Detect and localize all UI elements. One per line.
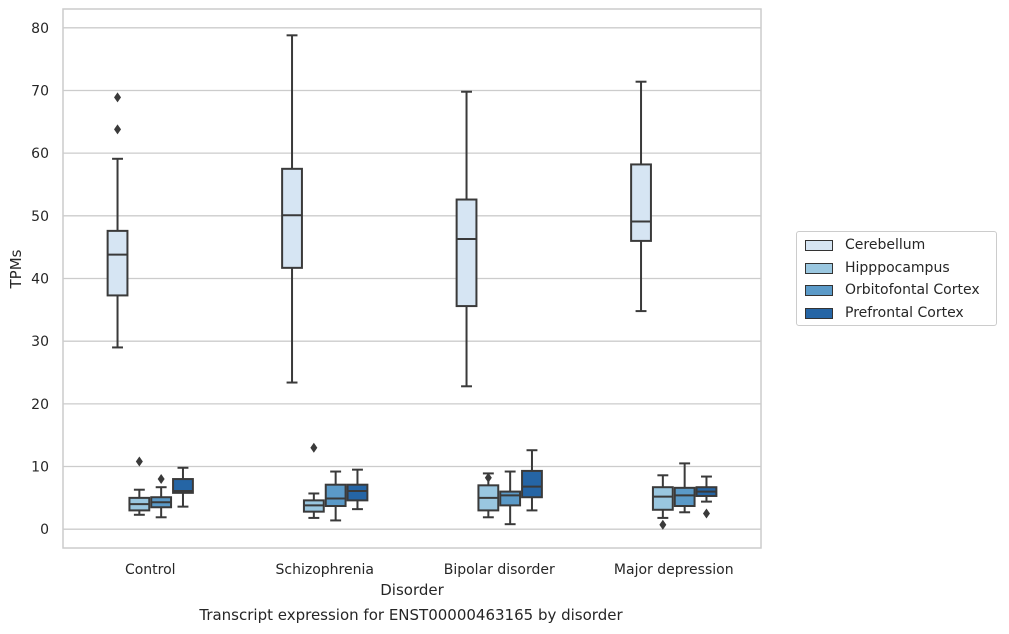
box-2-2 xyxy=(499,470,522,526)
box-0-1 xyxy=(281,34,303,384)
outlier-point xyxy=(157,474,165,485)
box-2-0 xyxy=(150,474,173,519)
y-tick-label: 10 xyxy=(31,460,49,476)
x-tick-label: Control xyxy=(125,562,176,578)
x-tick-label: Bipolar disorder xyxy=(444,562,555,578)
box-0-2 xyxy=(455,90,478,388)
legend-item-hipppocampus: Hipppocampus xyxy=(805,260,950,276)
box-1-2 xyxy=(477,472,500,519)
box-iqr xyxy=(281,167,303,269)
box-2-1 xyxy=(324,470,347,522)
x-tick-labels: Control Schizophrenia Bipolar disorder Majo… xyxy=(125,562,734,578)
grid-lines xyxy=(63,27,761,530)
box-2-3 xyxy=(673,462,696,514)
box-iqr xyxy=(651,486,674,511)
legend-swatch-orbitofontal-cortex xyxy=(805,284,833,296)
box-iqr xyxy=(455,198,478,308)
outlier-point xyxy=(114,124,122,135)
x-axis-label: Disorder xyxy=(380,581,444,599)
legend-item-prefrontal-cortex: Prefrontal Cortex xyxy=(805,305,964,321)
outlier-point xyxy=(310,442,318,453)
plot-frame xyxy=(62,8,762,549)
box-plots xyxy=(106,34,718,530)
box-iqr xyxy=(346,483,369,502)
x-tick-label: Major depression xyxy=(614,562,734,578)
outlier-point xyxy=(702,508,710,519)
legend-label-orbitofontal-cortex: Orbitofontal Cortex xyxy=(845,282,980,298)
y-tick-label: 0 xyxy=(40,522,49,538)
box-0-0 xyxy=(106,92,129,349)
legend-label-prefrontal-cortex: Prefrontal Cortex xyxy=(845,305,964,321)
box-3-3 xyxy=(695,475,718,519)
legend-swatch-prefrontal-cortex xyxy=(805,307,833,319)
box-iqr xyxy=(630,163,652,242)
x-tick-label: Schizophrenia xyxy=(276,562,374,578)
box-iqr xyxy=(172,478,194,494)
chart-caption: Transcript expression for ENST0000046316… xyxy=(199,606,623,624)
y-tick-label: 40 xyxy=(31,272,49,288)
y-axis-label: TPMs xyxy=(7,249,25,289)
legend-swatch-cerebellum xyxy=(805,239,833,251)
box-1-3 xyxy=(651,474,674,530)
box-iqr xyxy=(673,486,696,508)
box-iqr xyxy=(521,469,543,499)
outlier-point xyxy=(484,472,492,483)
box-3-1 xyxy=(346,468,369,511)
box-iqr xyxy=(106,229,129,297)
y-tick-label: 80 xyxy=(31,21,49,37)
legend-item-cerebellum: Cerebellum xyxy=(805,237,925,253)
legend-item-orbitofontal-cortex: Orbitofontal Cortex xyxy=(805,282,980,298)
y-tick-label: 30 xyxy=(31,334,49,350)
y-tick-label: 60 xyxy=(31,146,49,162)
y-tick-labels: 0 10 20 30 40 50 60 70 80 xyxy=(31,21,49,538)
box-iqr xyxy=(499,490,522,507)
legend-swatch-hipppocampus xyxy=(805,262,833,274)
legend-label-hipppocampus: Hipppocampus xyxy=(845,260,950,276)
y-tick-label: 20 xyxy=(31,397,49,413)
box-3-2 xyxy=(521,449,543,512)
outlier-point xyxy=(659,519,667,530)
box-3-0 xyxy=(172,466,194,508)
legend-label-cerebellum: Cerebellum xyxy=(845,237,926,253)
legend: Cerebellum Hipppocampus Orbitofontal Cor… xyxy=(796,231,997,326)
box-1-1 xyxy=(302,442,325,519)
box-iqr xyxy=(324,483,347,508)
y-tick-label: 70 xyxy=(31,83,49,99)
box-1-0 xyxy=(128,456,151,516)
outlier-point xyxy=(135,456,143,467)
outlier-point xyxy=(114,92,122,103)
box-0-3 xyxy=(630,80,652,313)
y-tick-label: 50 xyxy=(31,209,49,225)
